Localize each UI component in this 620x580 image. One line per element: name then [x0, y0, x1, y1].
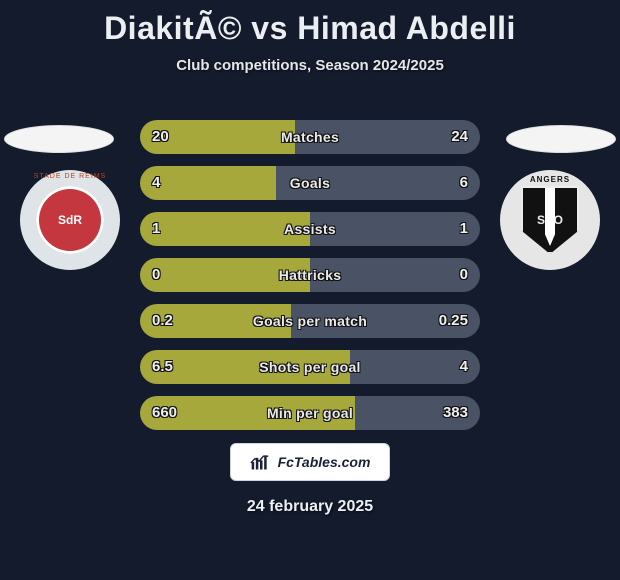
stat-label: Matches: [140, 120, 480, 154]
flag-right: [506, 125, 616, 153]
stat-row: 0.20.25Goals per match: [140, 304, 480, 338]
stat-label: Min per goal: [140, 396, 480, 430]
club-badge-left-inner: SdR: [36, 186, 104, 254]
stat-row: 11Assists: [140, 212, 480, 246]
club-badge-right-name: ANGERS: [530, 175, 570, 184]
stat-label: Goals: [140, 166, 480, 200]
stat-row: 6.54Shots per goal: [140, 350, 480, 384]
stat-row: 2024Matches: [140, 120, 480, 154]
flag-left: [4, 125, 114, 153]
club-badge-left-name: STADE DE REIMS: [34, 173, 107, 180]
page-title: DiakitÃ© vs Himad Abdelli: [0, 0, 620, 47]
club-badge-right-stripe: [545, 188, 555, 246]
page-subtitle: Club competitions, Season 2024/2025: [0, 57, 620, 74]
stat-label: Hattricks: [140, 258, 480, 292]
footer-date: 24 february 2025: [0, 498, 620, 516]
comparison-card: DiakitÃ© vs Himad Abdelli Club competiti…: [0, 0, 620, 580]
stat-row: 46Goals: [140, 166, 480, 200]
brand-badge[interactable]: FcTables.com: [230, 443, 390, 481]
club-badge-left: STADE DE REIMS SdR: [20, 170, 120, 270]
stat-row: 00Hattricks: [140, 258, 480, 292]
club-badge-right: ANGERS SCO: [500, 170, 600, 270]
stat-label: Goals per match: [140, 304, 480, 338]
stat-label: Assists: [140, 212, 480, 246]
stats-list: 2024Matches 46Goals 11Assists 00Hattricks 0.…: [140, 120, 480, 442]
chart-icon: [250, 452, 270, 472]
stat-row: 660383Min per goal: [140, 396, 480, 430]
stat-label: Shots per goal: [140, 350, 480, 384]
brand-text: FcTables.com: [278, 454, 371, 470]
